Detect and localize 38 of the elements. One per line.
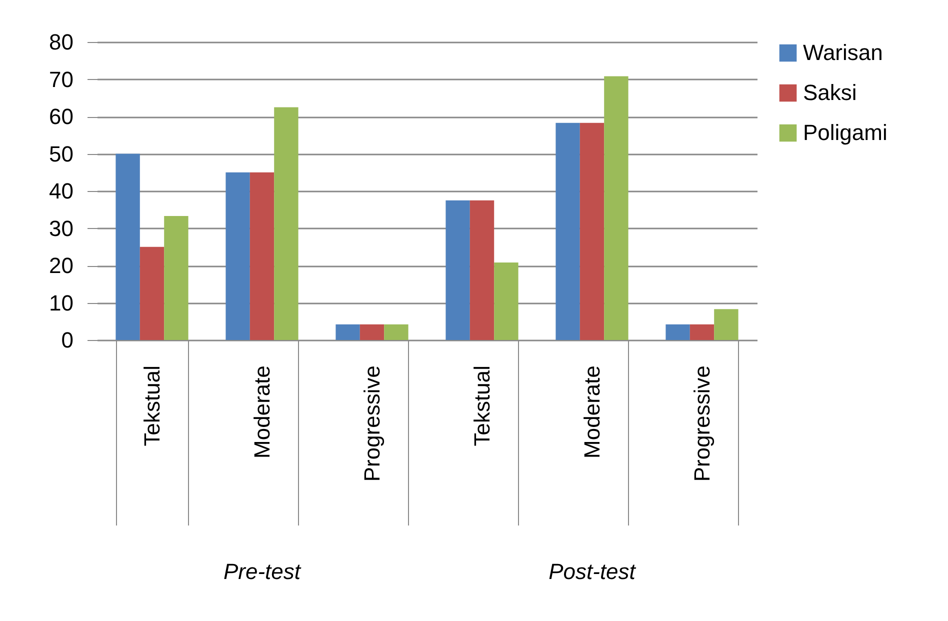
y-tick-label: 20 (49, 253, 74, 278)
bar (164, 216, 188, 340)
y-tick-label: 70 (49, 66, 74, 92)
x-tick-label: Moderate (250, 366, 274, 458)
bar (714, 309, 738, 340)
x-tick-label: Tekstual (140, 366, 164, 446)
y-tick-label: 60 (49, 104, 74, 129)
bar (604, 76, 628, 340)
legend-label: Poligami (803, 120, 888, 145)
y-tick-label: 40 (49, 178, 74, 204)
y-tick-label: 50 (49, 141, 74, 166)
y-tick-label: 30 (49, 216, 74, 241)
x-tick-label: Progressive (360, 366, 384, 482)
bar (384, 324, 408, 340)
bar (690, 324, 714, 340)
x-tick-label: Progressive (690, 366, 714, 482)
bar (666, 324, 690, 340)
y-tick-label: 80 (49, 30, 74, 54)
legend-label: Warisan (803, 40, 883, 65)
legend-label: Saksi (803, 80, 857, 105)
bar (116, 154, 140, 340)
y-tick-label: 0 (61, 328, 74, 352)
text: Pre-test (223, 559, 302, 584)
bar (274, 107, 298, 340)
bar (446, 200, 470, 340)
x-tick-label: Moderate (580, 366, 604, 458)
bar (360, 324, 384, 340)
bar (470, 200, 494, 340)
text: Post-test (548, 559, 636, 584)
y-tick-label: 10 (49, 290, 74, 316)
bar (140, 246, 164, 340)
bar (556, 122, 580, 340)
x-tick-label: Tekstual (470, 366, 494, 446)
bar (336, 324, 360, 340)
bar (580, 122, 604, 340)
bar (250, 172, 274, 340)
bar (226, 172, 250, 340)
bar (494, 262, 518, 340)
